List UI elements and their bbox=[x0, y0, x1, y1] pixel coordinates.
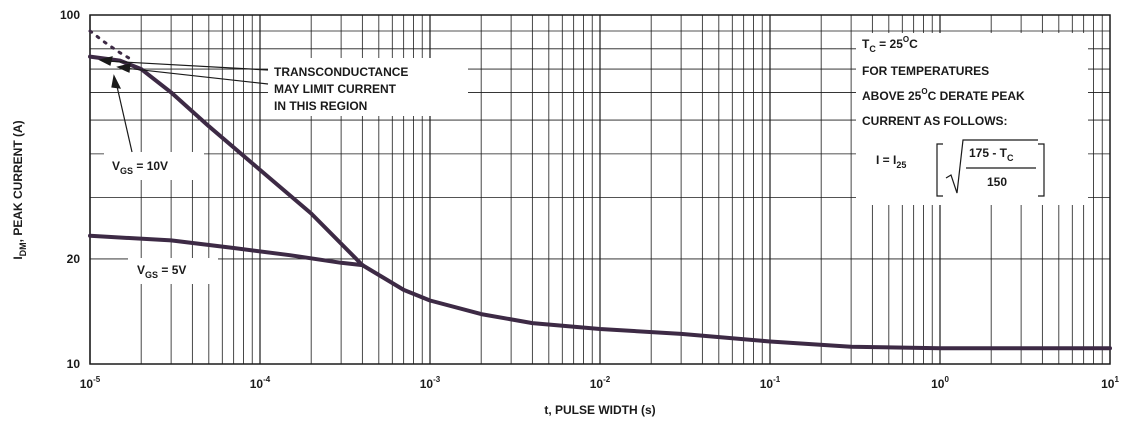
tc-sup: O bbox=[903, 35, 909, 44]
derate-line-2: ABOVE 25OC DERATE PEAK bbox=[862, 87, 1025, 103]
arrow-line-1 bbox=[105, 60, 269, 71]
annotation-panel-derate bbox=[856, 33, 1088, 205]
x-tick-label: 10-4 bbox=[250, 375, 271, 391]
x-tick-base: 10 bbox=[1101, 377, 1115, 391]
formula-num-main: 175 - T bbox=[969, 146, 1008, 160]
x-tick-label: 10-2 bbox=[590, 375, 611, 391]
formula-bracket-right bbox=[1038, 143, 1045, 197]
x-tick-base: 10 bbox=[590, 377, 604, 391]
x-tick-exponent: -3 bbox=[433, 375, 441, 384]
vgs5-rest: = 5V bbox=[158, 263, 186, 277]
x-tick-label: 100 bbox=[931, 375, 949, 391]
derate2-b: C DERATE PEAK bbox=[928, 89, 1025, 103]
vgs5-main: V bbox=[137, 263, 145, 277]
derate-line-1: FOR TEMPERATURES bbox=[862, 64, 989, 78]
formula-num-sub: C bbox=[1007, 153, 1014, 163]
vgs5-sub: GS bbox=[145, 270, 158, 280]
transconductance-note: TRANSCONDUCTANCE MAY LIMIT CURRENT IN TH… bbox=[274, 65, 408, 113]
tc-rest: C bbox=[909, 37, 918, 51]
x-axis-label: t, PULSE WIDTH (s) bbox=[544, 403, 655, 417]
x-tick-exponent: -1 bbox=[773, 375, 781, 384]
x-tick-label: 10-1 bbox=[760, 375, 781, 391]
transconductance-line-2: MAY LIMIT CURRENT bbox=[274, 82, 397, 96]
tc-main: T bbox=[862, 37, 870, 51]
x-tick-label: 101 bbox=[1101, 375, 1119, 391]
arrow-head-1 bbox=[98, 56, 113, 66]
tc-sub: C bbox=[869, 44, 876, 54]
x-tick-base: 10 bbox=[931, 377, 945, 391]
annotation-panel-vgs5 bbox=[128, 258, 218, 284]
ylabel-sub: DM bbox=[18, 242, 28, 256]
arrow-line-3 bbox=[115, 81, 133, 153]
derate-line-3: CURRENT AS FOLLOWS: bbox=[862, 114, 1008, 128]
x-tick-exponent: 1 bbox=[1114, 375, 1119, 384]
ylabel-rest: , PEAK CURRENT (A) bbox=[11, 120, 25, 242]
x-tick-labels: 10-5 10-4 10-3 10-2 10-1 100 101 bbox=[80, 375, 1120, 391]
series-line-vgs-5v bbox=[88, 233, 365, 268]
y-tick-label: 100 bbox=[60, 8, 80, 22]
transconductance-line-1: TRANSCONDUCTANCE bbox=[274, 65, 408, 79]
x-tick-label: 10-5 bbox=[80, 375, 101, 391]
x-tick-base: 10 bbox=[760, 377, 774, 391]
x-tick-base: 10 bbox=[250, 377, 264, 391]
x-tick-exponent: -4 bbox=[263, 375, 271, 384]
plot-frame bbox=[89, 14, 1111, 365]
x-tick-exponent: -5 bbox=[93, 375, 101, 384]
formula-numerator: 175 - TC bbox=[969, 146, 1014, 163]
y-axis-label: IDM, PEAK CURRENT (A) bbox=[11, 120, 28, 259]
annotation-panel-vgs10 bbox=[104, 152, 204, 180]
x-tick-label: 10-3 bbox=[420, 375, 441, 391]
formula-lhs-main: I = I bbox=[876, 153, 896, 167]
series-label-vgs10: VGS = 10V bbox=[112, 159, 168, 176]
transconductance-line-3: IN THIS REGION bbox=[274, 99, 367, 113]
series-line-vgs-10v bbox=[88, 54, 1112, 351]
derating-note: TC = 25OC FOR TEMPERATURES ABOVE 25OC DE… bbox=[862, 35, 1045, 197]
y-tick-label: 10 bbox=[67, 357, 81, 371]
arrow-line-2 bbox=[123, 67, 269, 85]
series-layer bbox=[88, 29, 1112, 351]
x-tick-base: 10 bbox=[80, 377, 94, 391]
x-tick-exponent: 0 bbox=[944, 375, 949, 384]
annotation-panel-transconductance bbox=[268, 58, 468, 116]
derate2-a: ABOVE 25 bbox=[862, 89, 922, 103]
formula-denominator: 150 bbox=[987, 175, 1007, 189]
x-tick-base: 10 bbox=[420, 377, 434, 391]
formula-lhs-sub: 25 bbox=[896, 160, 906, 170]
formula-radical bbox=[945, 139, 1038, 194]
x-tick-exponent: -2 bbox=[603, 375, 611, 384]
y-tick-label: 20 bbox=[67, 252, 81, 266]
vgs10-main: V bbox=[112, 159, 120, 173]
series-label-vgs5: VGS = 5V bbox=[137, 263, 186, 280]
arrow-head-3 bbox=[111, 74, 122, 89]
series-line-transconductance-limit bbox=[88, 29, 135, 63]
arrow-head-2 bbox=[116, 63, 131, 73]
transconductance-arrows bbox=[98, 56, 269, 153]
y-tick-labels: 100 20 10 bbox=[60, 8, 80, 371]
vgs10-sub: GS bbox=[120, 166, 133, 176]
tc-condition: TC = 25OC bbox=[862, 35, 918, 54]
tc-mid: = 25 bbox=[876, 37, 903, 51]
formula-lhs: I = I25 bbox=[876, 153, 906, 170]
vgs10-rest: = 10V bbox=[133, 159, 168, 173]
derate2-sup: O bbox=[921, 87, 927, 96]
ylabel-main: I bbox=[11, 256, 25, 259]
formula-bracket-left bbox=[936, 143, 943, 197]
